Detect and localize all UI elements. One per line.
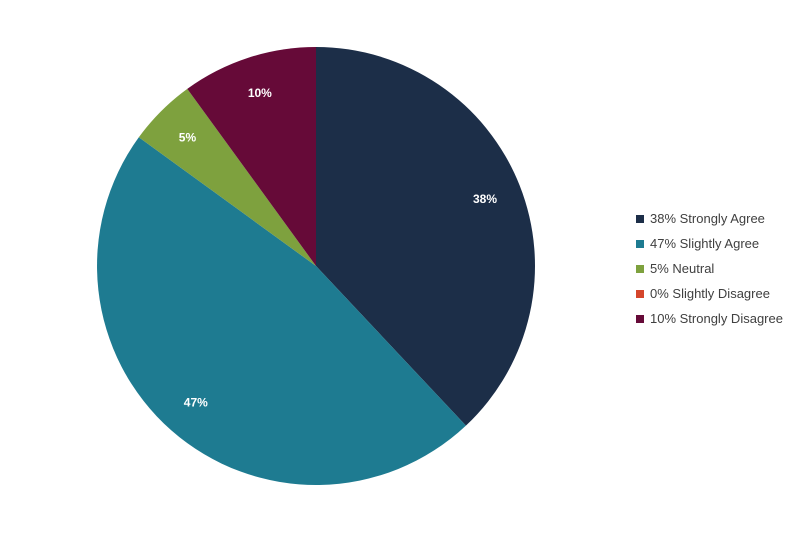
legend-swatch-0 (636, 214, 644, 223)
legend-swatch-4 (636, 314, 644, 323)
pie-slices (97, 47, 535, 485)
legend-swatch-1 (636, 239, 644, 248)
legend-label-2: 5% Neutral (650, 261, 715, 276)
legend-item-0: 38% Strongly Agree (636, 206, 783, 231)
legend-item-4: 10% Strongly Disagree (636, 306, 783, 331)
legend-label-3: 0% Slightly Disagree (650, 286, 770, 301)
legend-item-2: 5% Neutral (636, 256, 783, 281)
legend-swatch-2 (636, 264, 644, 273)
pie-data-label-0: 38% (473, 192, 497, 206)
pie-data-label-4: 10% (248, 86, 272, 100)
legend-swatch-3 (636, 289, 644, 298)
legend: 38% Strongly Agree 47% Slightly Agree 5% N… (636, 206, 783, 331)
legend-label-1: 47% Slightly Agree (650, 236, 760, 251)
pie-data-labels: 38% 47% 5% 10% (179, 86, 498, 409)
legend-label-4: 10% Strongly Disagree (650, 311, 783, 326)
pie-data-label-2: 5% (179, 130, 197, 144)
legend-item-1: 47% Slightly Agree (636, 231, 783, 256)
pie-slice-0 (316, 47, 535, 426)
pie-slice-4 (187, 47, 316, 266)
legend-item-3: 0% Slightly Disagree (636, 281, 783, 306)
pie-data-label-1: 47% (184, 395, 208, 409)
legend-label-0: 38% Strongly Agree (650, 211, 765, 226)
pie-slice-1 (97, 137, 466, 485)
pie-slice-2 (138, 88, 316, 266)
